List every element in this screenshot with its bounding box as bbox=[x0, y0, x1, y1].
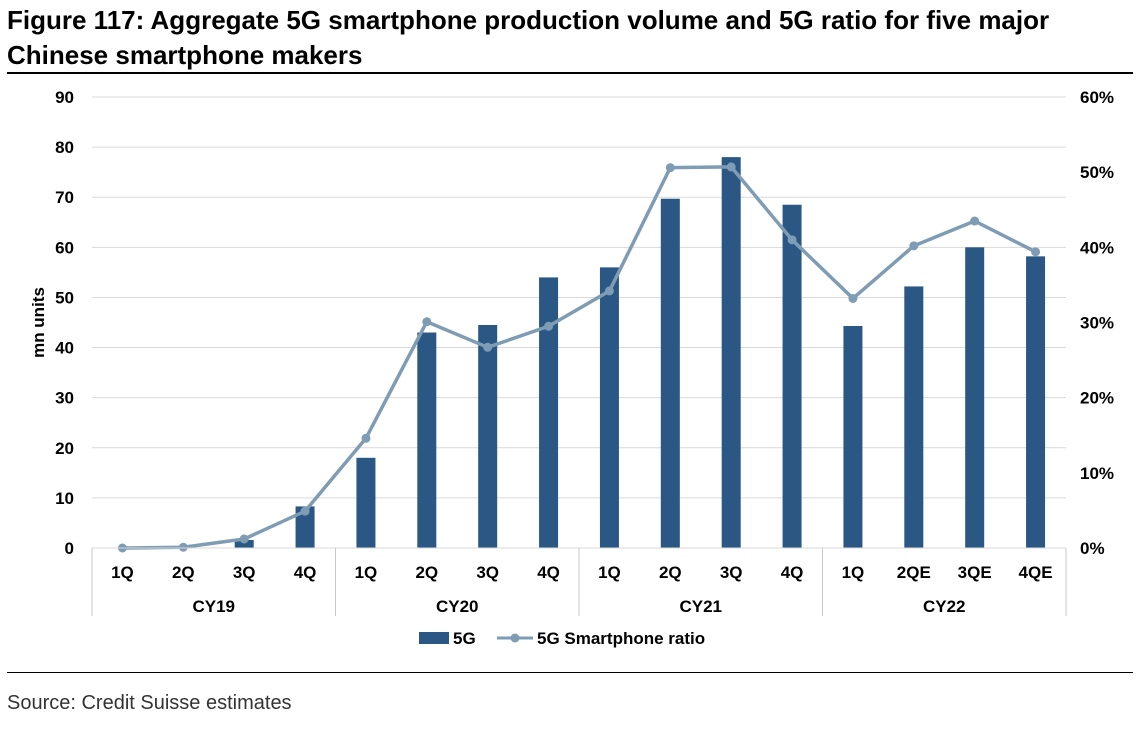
bar bbox=[965, 247, 985, 549]
x-tick-label: 4Q bbox=[537, 563, 560, 582]
bar bbox=[417, 332, 437, 548]
ratio-line bbox=[122, 165, 1037, 550]
legend-marker-ratio bbox=[510, 633, 520, 643]
bar bbox=[599, 267, 619, 548]
x-tick-label: 2Q bbox=[659, 563, 682, 582]
x-tick-label: 1Q bbox=[842, 563, 865, 582]
y2-tick-label: 0% bbox=[1080, 539, 1105, 558]
y2-tick-label: 50% bbox=[1080, 163, 1114, 182]
x-tick-label: 2QE bbox=[897, 563, 931, 582]
y-tick-label: 10 bbox=[55, 489, 74, 508]
y2-tick-label: 40% bbox=[1080, 238, 1114, 257]
legend-label-ratio: 5G Smartphone ratio bbox=[537, 629, 705, 648]
y-tick-label: 40 bbox=[55, 339, 74, 358]
x-tick-label: 4Q bbox=[781, 563, 804, 582]
x-tick-label: 4QE bbox=[1019, 563, 1053, 582]
y2-tick-label: 10% bbox=[1080, 464, 1114, 483]
y2-tick-label: 30% bbox=[1080, 314, 1114, 333]
ratio-point bbox=[909, 241, 919, 251]
chart-title: Figure 117: Aggregate 5G smartphone prod… bbox=[7, 5, 1050, 70]
ratio-point bbox=[1031, 247, 1041, 257]
y-tick-label: 30 bbox=[55, 389, 74, 408]
y-tick-label: 60 bbox=[55, 238, 74, 257]
bar bbox=[356, 457, 376, 548]
ratio-point bbox=[726, 162, 736, 172]
legend-swatch-5g bbox=[419, 632, 449, 644]
x-tick-label: 3Q bbox=[233, 563, 256, 582]
bar bbox=[295, 506, 315, 548]
ratio-point bbox=[665, 163, 675, 173]
x-tick-label: 2Q bbox=[415, 563, 438, 582]
ratio-point bbox=[848, 293, 858, 303]
y-tick-label: 50 bbox=[55, 288, 74, 307]
x-tick-label: 3Q bbox=[476, 563, 499, 582]
ratio-point bbox=[483, 342, 493, 352]
x-group-label: CY19 bbox=[192, 597, 235, 616]
bar bbox=[904, 286, 924, 548]
x-group-label: CY20 bbox=[436, 597, 479, 616]
source-note: Source: Credit Suisse estimates bbox=[7, 692, 292, 714]
ratio-point bbox=[422, 317, 432, 327]
legend: 5G 5G Smartphone ratio bbox=[419, 629, 705, 648]
bar bbox=[234, 539, 254, 548]
x-group-label: CY22 bbox=[923, 597, 966, 616]
x-group-label: CY21 bbox=[679, 597, 722, 616]
x-tick-label: 4Q bbox=[294, 563, 317, 582]
y2-tick-label: 60% bbox=[1080, 88, 1114, 107]
y-tick-label: 70 bbox=[55, 188, 74, 207]
legend-label-5g: 5G bbox=[453, 629, 476, 648]
y-tick-label: 90 bbox=[55, 88, 74, 107]
x-tick-label: 2Q bbox=[172, 563, 195, 582]
y-tick-label: 20 bbox=[55, 439, 74, 458]
x-tick-label: 1Q bbox=[111, 563, 134, 582]
title-divider bbox=[7, 72, 1133, 74]
ratio-point bbox=[178, 542, 188, 552]
ratio-point bbox=[544, 321, 554, 331]
y-axis-title: mn units bbox=[29, 287, 48, 358]
x-tick-label: 1Q bbox=[355, 563, 378, 582]
bar bbox=[721, 157, 741, 548]
x-tick-label: 3QE bbox=[958, 563, 992, 582]
y-tick-label: 80 bbox=[55, 138, 74, 157]
bar bbox=[539, 277, 559, 548]
x-tick-label: 1Q bbox=[598, 563, 621, 582]
ratio-point bbox=[361, 433, 371, 443]
bar bbox=[660, 198, 680, 548]
x-tick-label: 3Q bbox=[720, 563, 743, 582]
gridlines bbox=[92, 96, 1066, 549]
ratio-point bbox=[239, 534, 249, 544]
bar bbox=[843, 326, 863, 548]
bar-series bbox=[234, 157, 1046, 549]
y-tick-label: 0 bbox=[65, 539, 74, 558]
ratio-point bbox=[787, 235, 797, 245]
y2-tick-label: 20% bbox=[1080, 389, 1114, 408]
bar bbox=[478, 325, 498, 548]
ratio-point bbox=[300, 506, 310, 516]
ratio-point bbox=[604, 286, 614, 296]
ratio-line-series bbox=[117, 162, 1041, 553]
ratio-point bbox=[970, 216, 980, 226]
bar bbox=[1026, 256, 1046, 548]
axes: 0 10 20 30 40 50 60 70 80 90 0% 10% 20% 30% 40% 50% 60% m… bbox=[29, 88, 1114, 616]
bar bbox=[782, 204, 802, 548]
footer-divider bbox=[7, 672, 1133, 673]
